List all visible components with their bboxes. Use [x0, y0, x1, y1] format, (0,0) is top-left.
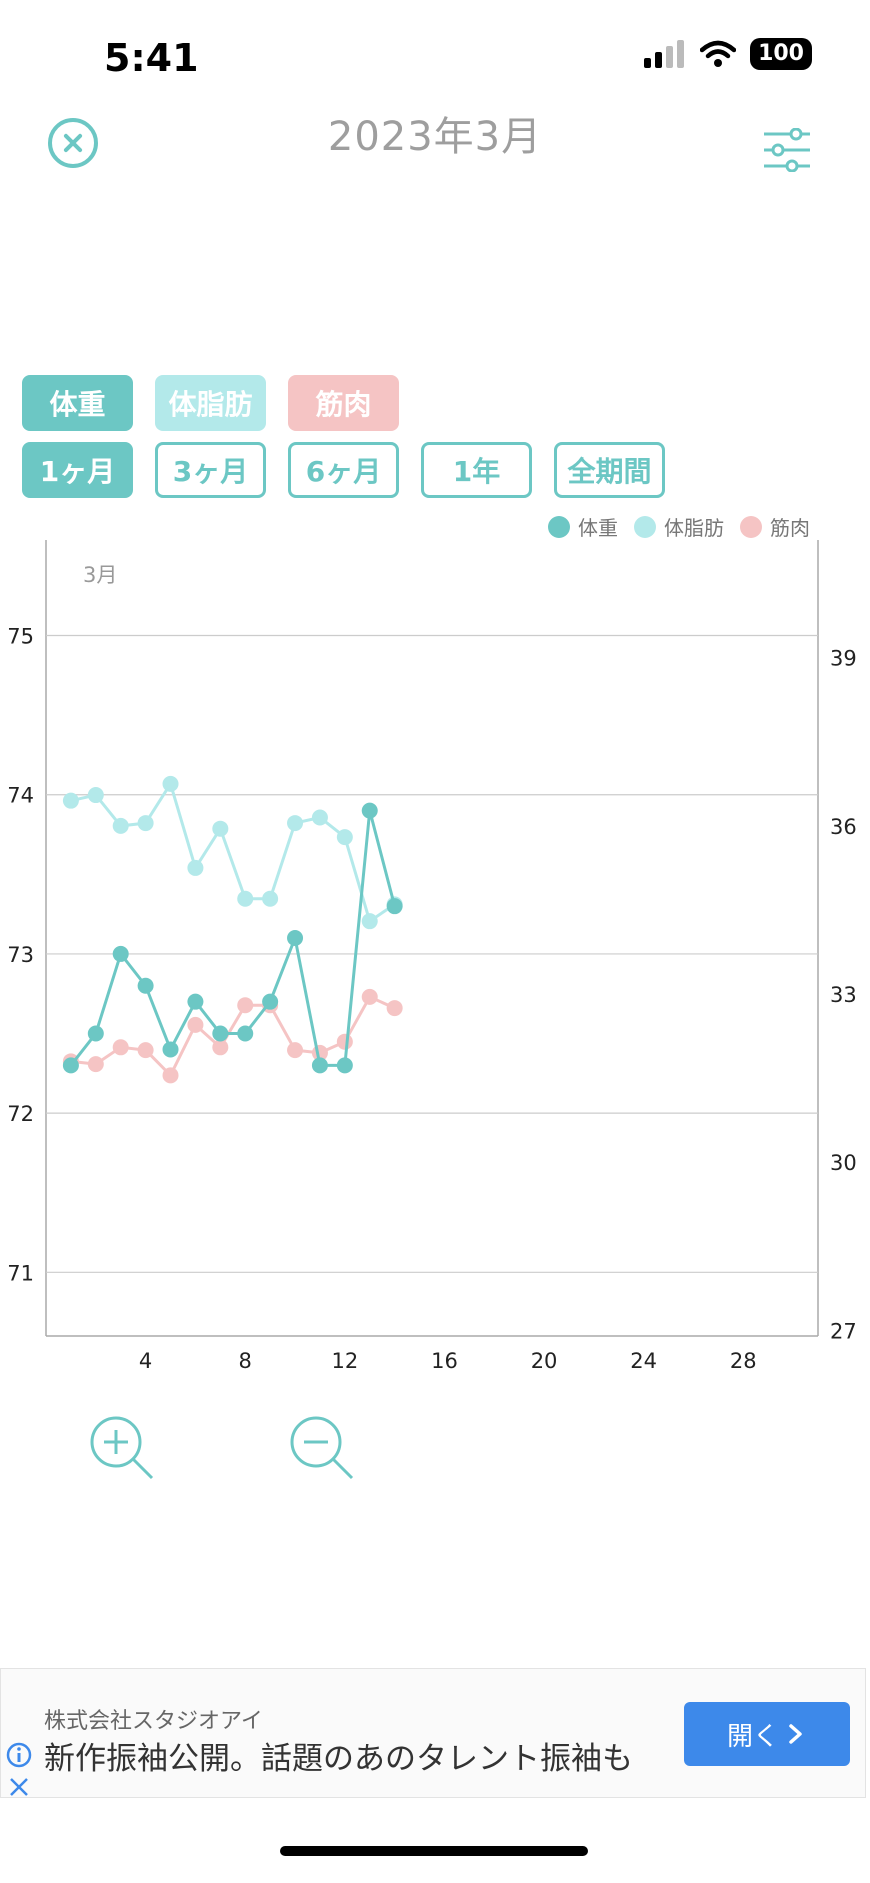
x-tick-label: 20 [531, 1349, 558, 1373]
right-tick-label: 39 [830, 647, 857, 671]
data-point [336, 829, 353, 846]
x-tick-label: 24 [630, 1349, 657, 1373]
data-point [287, 815, 304, 832]
period-chip-6-months[interactable]: 6ヶ月 [288, 442, 399, 498]
right-tick-label: 33 [830, 983, 857, 1007]
data-point [212, 1039, 229, 1056]
left-tick-label: 71 [7, 1261, 34, 1285]
battery-icon: 100 [750, 38, 812, 70]
ad-company: 株式会社スタジオアイ [44, 1709, 263, 1734]
data-point [287, 1042, 304, 1059]
legend-item-body-fat: 体脂肪 [634, 512, 724, 541]
data-point [187, 859, 204, 876]
legend-dot-muscle [740, 515, 762, 538]
left-tick-label: 73 [7, 943, 34, 967]
home-indicator [280, 1846, 588, 1856]
signal-icon [644, 40, 685, 68]
status-icons: 100 [644, 38, 812, 70]
period-chip-all[interactable]: 全期間 [554, 442, 665, 498]
data-point [187, 1016, 204, 1033]
filter-settings-icon[interactable] [762, 128, 812, 172]
data-point [137, 1042, 154, 1059]
data-point [237, 997, 254, 1014]
left-tick-label: 75 [7, 625, 34, 649]
x-tick-label: 4 [139, 1349, 152, 1373]
data-point [112, 945, 129, 962]
right-tick-label: 36 [830, 815, 857, 839]
ad-open-button[interactable]: 開く [684, 1702, 850, 1766]
data-point [287, 930, 304, 946]
data-point [262, 993, 279, 1010]
line-chart[interactable]: 71 72 73 74 75 27 30 33 36 39 4 8 12 16 20 24 28 3月 [0, 540, 870, 1380]
left-tick-label: 74 [7, 784, 34, 808]
data-point [237, 1025, 254, 1042]
x-tick-label: 28 [730, 1349, 757, 1373]
metric-chip-body-fat[interactable]: 体脂肪 [155, 375, 266, 431]
right-tick-label: 27 [830, 1319, 857, 1343]
data-point [87, 1025, 104, 1042]
right-tick-label: 30 [830, 1151, 857, 1175]
data-point [237, 890, 254, 907]
x-tick-label: 8 [239, 1349, 252, 1373]
left-tick-label: 72 [7, 1102, 34, 1126]
x-tick-label: 12 [331, 1349, 358, 1373]
metric-chip-muscle[interactable]: 筋肉 [288, 375, 399, 431]
data-point [137, 815, 154, 832]
data-point [62, 792, 79, 809]
metric-chip-weight[interactable]: 体重 [22, 375, 133, 431]
legend-dot-weight [548, 515, 570, 538]
zoom-in-icon[interactable] [88, 1414, 158, 1484]
data-point [187, 993, 204, 1010]
data-point [162, 775, 179, 792]
chart-month-label: 3月 [83, 563, 117, 587]
data-point [87, 1056, 104, 1073]
legend-dot-body-fat [634, 515, 656, 538]
data-point [162, 1067, 179, 1084]
data-point [361, 988, 378, 1005]
chevron-right-icon [789, 1724, 802, 1744]
data-point [361, 802, 378, 819]
data-point [112, 817, 129, 834]
wifi-icon [700, 40, 737, 67]
data-point [212, 820, 229, 837]
data-point [386, 1000, 403, 1017]
legend-label-muscle: 筋肉 [770, 516, 810, 540]
data-point [336, 1057, 353, 1074]
series-line [70, 782, 396, 923]
data-point [336, 1033, 353, 1050]
zoom-out-icon[interactable] [288, 1414, 358, 1484]
legend-item-muscle: 筋肉 [740, 512, 810, 541]
ad-info-icon[interactable] [6, 1742, 32, 1768]
period-chip-1-month[interactable]: 1ヶ月 [22, 442, 133, 498]
x-tick-label: 16 [431, 1349, 458, 1373]
data-point [361, 913, 378, 930]
close-button[interactable] [48, 118, 98, 168]
legend-label-weight: 体重 [578, 516, 618, 540]
period-chip-1-year[interactable]: 1年 [421, 442, 532, 498]
data-point [262, 890, 279, 907]
data-point [212, 1025, 229, 1042]
ad-close-icon[interactable] [8, 1776, 30, 1798]
legend-item-weight: 体重 [548, 512, 618, 541]
data-point [311, 809, 328, 826]
legend-label-body-fat: 体脂肪 [664, 516, 724, 540]
data-point [112, 1039, 129, 1056]
ad-open-label: 開く [726, 1721, 779, 1752]
chart-legend: 体重 体脂肪 筋肉 [538, 512, 810, 541]
period-chip-3-months[interactable]: 3ヶ月 [155, 442, 266, 498]
page-title: 2023年3月 [327, 114, 543, 160]
ad-headline[interactable]: 新作振袖公開。話題のあのタレント振袖も [44, 1741, 633, 1777]
data-point [386, 898, 403, 915]
data-point [62, 1057, 79, 1074]
data-point [137, 977, 154, 994]
status-time: 5:41 [104, 36, 199, 80]
data-point [87, 787, 104, 804]
data-point [162, 1041, 179, 1058]
data-point [311, 1057, 328, 1074]
